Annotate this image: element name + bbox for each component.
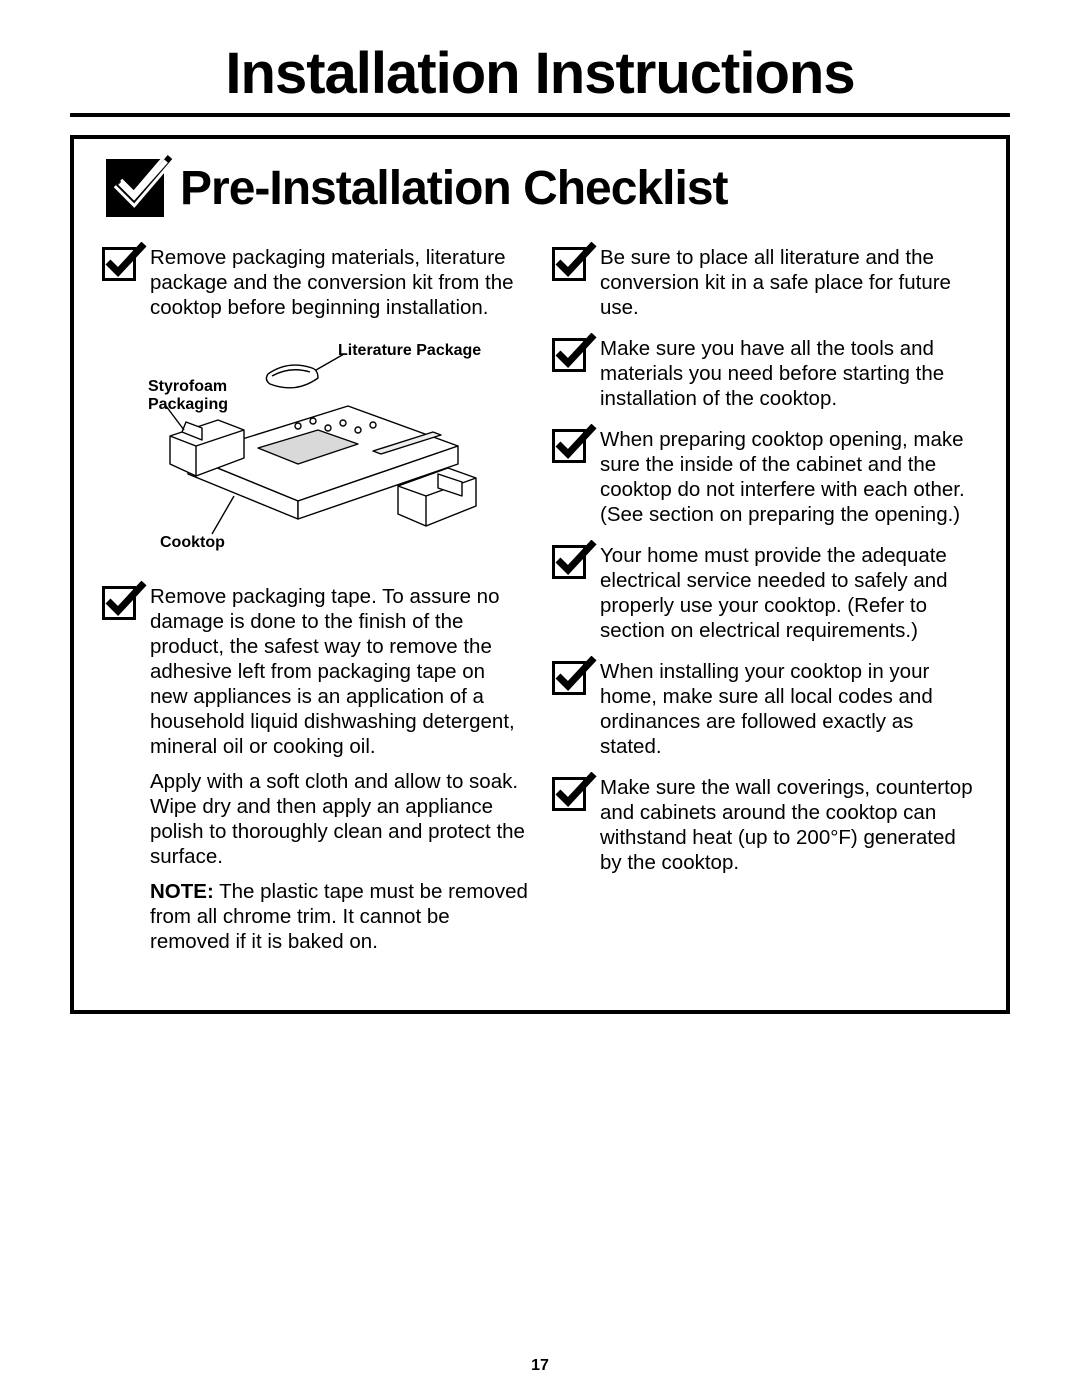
checkmark-icon bbox=[552, 429, 586, 463]
checklist-item: Remove packaging materials, literature p… bbox=[102, 245, 528, 320]
checkmark-icon bbox=[552, 247, 586, 281]
left-column: Remove packaging materials, literature p… bbox=[102, 245, 528, 970]
sub-title: Pre-Installation Checklist bbox=[180, 161, 728, 216]
paragraph: When preparing cooktop opening, make sur… bbox=[600, 427, 978, 527]
diagram-label-cooktop: Cooktop bbox=[160, 534, 225, 552]
item-text: Be sure to place all literature and the … bbox=[600, 245, 978, 320]
paragraph: NOTE: The plastic tape must be removed f… bbox=[150, 879, 528, 954]
checkmark-icon bbox=[102, 247, 136, 281]
page-number: 17 bbox=[0, 1357, 1080, 1375]
paragraph: Be sure to place all literature and the … bbox=[600, 245, 978, 320]
item-text: Make sure the wall coverings, countertop… bbox=[600, 775, 978, 875]
right-column: Be sure to place all literature and the … bbox=[552, 245, 978, 970]
checklist-item: When preparing cooktop opening, make sur… bbox=[552, 427, 978, 527]
item-text: When preparing cooktop opening, make sur… bbox=[600, 427, 978, 527]
checkmark-icon bbox=[552, 545, 586, 579]
item-text: When installing your cooktop in your hom… bbox=[600, 659, 978, 759]
checklist-item: When installing your cooktop in your hom… bbox=[552, 659, 978, 759]
checklist-item: Be sure to place all literature and the … bbox=[552, 245, 978, 320]
paragraph: Apply with a soft cloth and allow to soa… bbox=[150, 769, 528, 869]
checkmark-large-icon bbox=[106, 159, 164, 217]
item-text: Make sure you have all the tools and mat… bbox=[600, 336, 978, 411]
diagram-label-literature: Literature Package bbox=[338, 342, 481, 360]
item-text: Your home must provide the adequate elec… bbox=[600, 543, 978, 643]
checklist-item: Make sure the wall coverings, countertop… bbox=[552, 775, 978, 875]
checklist-item: Remove packaging tape. To assure no dama… bbox=[102, 584, 528, 954]
paragraph: Your home must provide the adequate elec… bbox=[600, 543, 978, 643]
paragraph: When installing your cooktop in your hom… bbox=[600, 659, 978, 759]
checklist-item: Your home must provide the adequate elec… bbox=[552, 543, 978, 643]
page: Installation Instructions Pre-Installati… bbox=[0, 0, 1080, 1397]
item-text: Remove packaging tape. To assure no dama… bbox=[150, 584, 528, 954]
sub-header: Pre-Installation Checklist bbox=[106, 159, 978, 217]
checklist-item: Make sure you have all the tools and mat… bbox=[552, 336, 978, 411]
diagram-svg bbox=[148, 336, 488, 566]
diagram-label-styrofoam: Styrofoam Packaging bbox=[148, 378, 228, 415]
paragraph: Remove packaging materials, literature p… bbox=[150, 245, 528, 320]
columns: Remove packaging materials, literature p… bbox=[102, 245, 978, 970]
paragraph: Make sure you have all the tools and mat… bbox=[600, 336, 978, 411]
paragraph: Remove packaging tape. To assure no dama… bbox=[150, 584, 528, 759]
checklist-box: Pre-Installation Checklist Remove packag… bbox=[70, 135, 1010, 1014]
checkmark-icon bbox=[552, 661, 586, 695]
checkmark-icon bbox=[552, 777, 586, 811]
checkmark-icon bbox=[552, 338, 586, 372]
packaging-diagram: Literature Package Styrofoam Packaging C… bbox=[148, 336, 488, 566]
checkmark-icon bbox=[102, 586, 136, 620]
item-text: Remove packaging materials, literature p… bbox=[150, 245, 528, 320]
main-title: Installation Instructions bbox=[70, 40, 1010, 117]
paragraph: Make sure the wall coverings, countertop… bbox=[600, 775, 978, 875]
